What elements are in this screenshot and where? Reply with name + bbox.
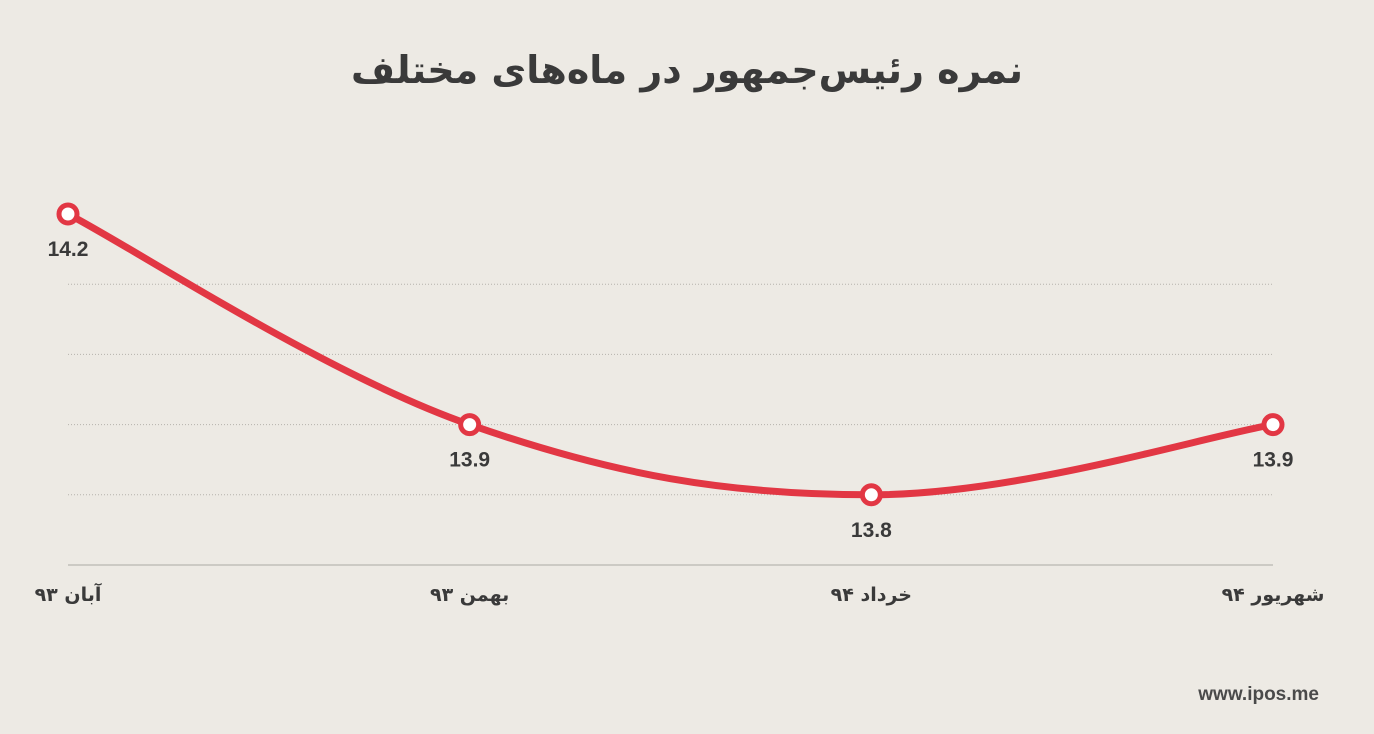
data-label: 13.8	[851, 519, 892, 542]
x-tick-label: آبان ۹۳	[35, 582, 102, 606]
data-point	[458, 413, 482, 437]
x-tick-label: شهریور ۹۴	[1222, 584, 1325, 606]
source-url: www.ipos.me	[1198, 684, 1319, 705]
data-label: 13.9	[449, 449, 490, 472]
chart-title: نمره رئیس‌جمهور در ماه‌های مختلف	[351, 48, 1023, 92]
data-label: 14.2	[48, 238, 89, 261]
data-label: 13.9	[1253, 449, 1294, 472]
series-line	[64, 210, 1277, 499]
data-points	[56, 202, 1285, 507]
data-point	[859, 483, 883, 507]
data-point	[1261, 413, 1285, 437]
x-tick-labels: آبان ۹۳ بهمن ۹۳ خرداد ۹۴ شهریور ۹۴	[35, 582, 1325, 606]
data-labels: 14.2 13.9 13.8 13.9	[48, 238, 1294, 542]
x-tick-label: خرداد ۹۴	[831, 584, 912, 606]
x-tick-label: بهمن ۹۳	[430, 584, 509, 606]
data-point	[56, 202, 80, 226]
